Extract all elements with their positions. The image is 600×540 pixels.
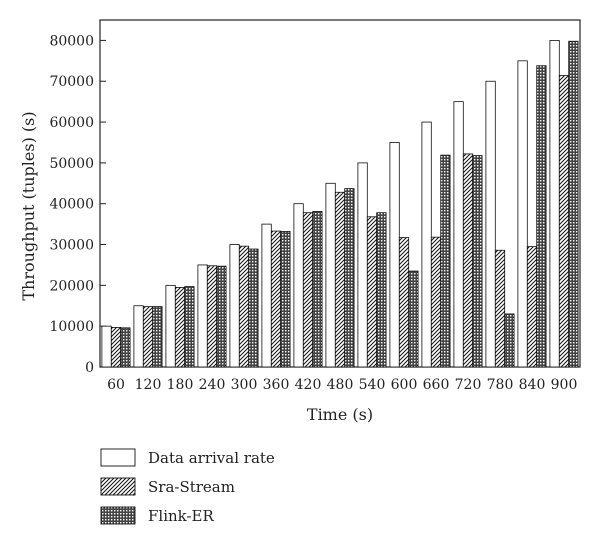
bar-data-arrival-rate-900 — [549, 40, 560, 368]
bar-sra-stream-780 — [494, 249, 506, 368]
bar-data-arrival-rate-480 — [325, 182, 336, 368]
y-tick-label: 40000 — [49, 197, 94, 213]
bar-sra-stream-240 — [206, 265, 218, 368]
x-tick-label: 660 — [423, 377, 450, 393]
y-tick-label: 60000 — [49, 115, 94, 131]
legend: Data arrival rate Sra-Stream Flink-ER — [100, 448, 275, 525]
bar-sra-stream-180 — [174, 286, 186, 368]
bar-flink-er-900 — [568, 40, 579, 368]
bar-data-arrival-rate-300 — [229, 244, 240, 368]
bar-flink-er-420 — [312, 211, 323, 368]
bar-sra-stream-600 — [398, 237, 410, 368]
x-axis: 60 120 180 240 300 360 420 480 540 600 660 720 780 84… — [107, 362, 577, 393]
bar-sra-stream-480 — [334, 191, 346, 368]
bar-data-arrival-rate-600 — [389, 142, 400, 368]
bar-sra-stream-120 — [142, 306, 154, 368]
legend-swatch-0 — [100, 448, 136, 467]
legend-label: Sra-Stream — [148, 478, 235, 496]
bar-flink-er-180 — [184, 286, 195, 368]
x-tick-label: 600 — [391, 377, 418, 393]
bar-flink-er-240 — [216, 265, 227, 368]
bar-sra-stream-540 — [366, 216, 378, 368]
x-tick-label: 840 — [519, 377, 546, 393]
y-tick-label: 80000 — [49, 33, 94, 49]
x-axis-title: Time (s) — [307, 405, 373, 424]
bars — [101, 40, 579, 368]
bar-sra-stream-900 — [558, 75, 570, 368]
bar-sra-stream-300 — [238, 245, 250, 368]
x-tick-label: 300 — [231, 377, 258, 393]
bar-flink-er-660 — [440, 154, 451, 368]
bar-data-arrival-rate-780 — [485, 80, 496, 368]
x-tick-label: 480 — [327, 377, 354, 393]
y-axis-title: Throughput (tuples) (s) — [19, 111, 38, 300]
y-tick-label: 50000 — [49, 156, 94, 172]
bar-data-arrival-rate-360 — [261, 223, 272, 368]
bar-flink-er-300 — [248, 248, 259, 368]
y-tick-label: 30000 — [49, 238, 94, 254]
bar-data-arrival-rate-660 — [421, 121, 432, 368]
y-tick-label: 0 — [85, 360, 94, 376]
x-tick-label: 720 — [455, 377, 482, 393]
bar-flink-er-780 — [504, 313, 515, 368]
bar-data-arrival-rate-540 — [357, 162, 368, 368]
bar-sra-stream-60 — [110, 327, 122, 368]
y-tick-label: 70000 — [49, 74, 94, 90]
bar-flink-er-540 — [376, 212, 387, 368]
x-tick-label: 240 — [199, 377, 226, 393]
x-tick-label: 60 — [107, 377, 125, 393]
x-tick-label: 900 — [551, 377, 578, 393]
bar-flink-er-120 — [152, 306, 163, 368]
bar-flink-er-360 — [280, 231, 291, 368]
bar-flink-er-600 — [408, 270, 419, 368]
bar-flink-er-720 — [472, 155, 483, 368]
x-tick-label: 780 — [487, 377, 514, 393]
legend-label: Data arrival rate — [148, 449, 275, 467]
x-tick-label: 420 — [295, 377, 322, 393]
bar-data-arrival-rate-120 — [133, 305, 144, 368]
y-axis: 0 10000 20000 30000 40000 50000 60000 70000 8000… — [49, 33, 106, 376]
legend-swatch-1 — [100, 477, 136, 496]
bar-sra-stream-840 — [526, 246, 538, 368]
bar-data-arrival-rate-720 — [453, 101, 464, 368]
y-tick-label: 20000 — [49, 278, 94, 294]
x-tick-label: 120 — [135, 377, 162, 393]
bar-data-arrival-rate-420 — [293, 203, 304, 368]
bar-sra-stream-660 — [430, 236, 442, 368]
bar-data-arrival-rate-240 — [197, 264, 208, 368]
x-tick-label: 360 — [263, 377, 290, 393]
x-tick-label: 180 — [167, 377, 194, 393]
legend-swatch-2 — [100, 506, 136, 525]
bar-sra-stream-360 — [270, 230, 282, 368]
bar-data-arrival-rate-180 — [165, 284, 176, 368]
bar-flink-er-60 — [120, 327, 131, 368]
bar-data-arrival-rate-840 — [517, 60, 528, 368]
x-tick-label: 540 — [359, 377, 386, 393]
bar-flink-er-840 — [536, 65, 547, 368]
bar-sra-stream-420 — [302, 212, 314, 368]
bar-flink-er-480 — [344, 188, 355, 368]
bar-data-arrival-rate-60 — [101, 325, 112, 368]
legend-label: Flink-ER — [148, 507, 215, 525]
bar-sra-stream-720 — [462, 153, 474, 368]
y-tick-label: 10000 — [49, 319, 94, 335]
